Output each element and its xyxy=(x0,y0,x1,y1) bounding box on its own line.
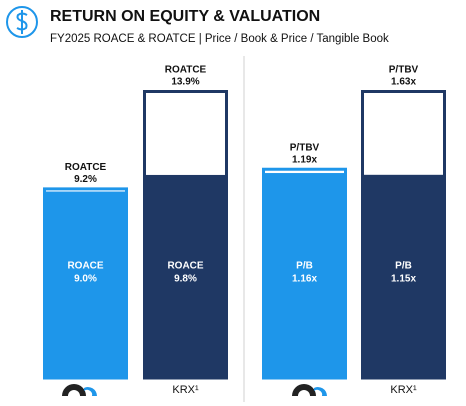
outer-value: 9.2% xyxy=(74,174,97,185)
inner-value: 1.15x xyxy=(391,274,416,285)
outer-value: 1.63x xyxy=(391,77,416,88)
outer-name: ROATCE xyxy=(165,65,207,76)
outer-value: 1.19x xyxy=(292,154,317,165)
outer-name: P/TBV xyxy=(290,142,320,153)
subtitle: FY2025 ROACE & ROATCE | Price / Book & P… xyxy=(50,33,389,45)
dollar-icon xyxy=(6,6,38,38)
category-label: KRX¹ xyxy=(172,384,199,396)
category-label: KRX¹ xyxy=(390,384,417,396)
inner-value: 9.0% xyxy=(74,274,97,285)
bar xyxy=(43,191,128,378)
bar xyxy=(143,174,228,378)
bar xyxy=(361,174,446,378)
outer-value: 13.9% xyxy=(171,77,199,88)
inner-name: ROACE xyxy=(167,261,203,272)
bar xyxy=(262,173,347,378)
inner-value: 9.8% xyxy=(174,274,197,285)
title: RETURN ON EQUITY & VALUATION xyxy=(50,8,320,25)
company-logo xyxy=(292,384,327,396)
outer-name: P/TBV xyxy=(389,65,419,76)
inner-name: P/B xyxy=(296,261,313,272)
company-logo xyxy=(62,384,97,396)
inner-value: 1.16x xyxy=(292,274,317,285)
outer-name: ROATCE xyxy=(65,162,107,173)
inner-name: P/B xyxy=(395,261,412,272)
inner-name: ROACE xyxy=(67,261,103,272)
